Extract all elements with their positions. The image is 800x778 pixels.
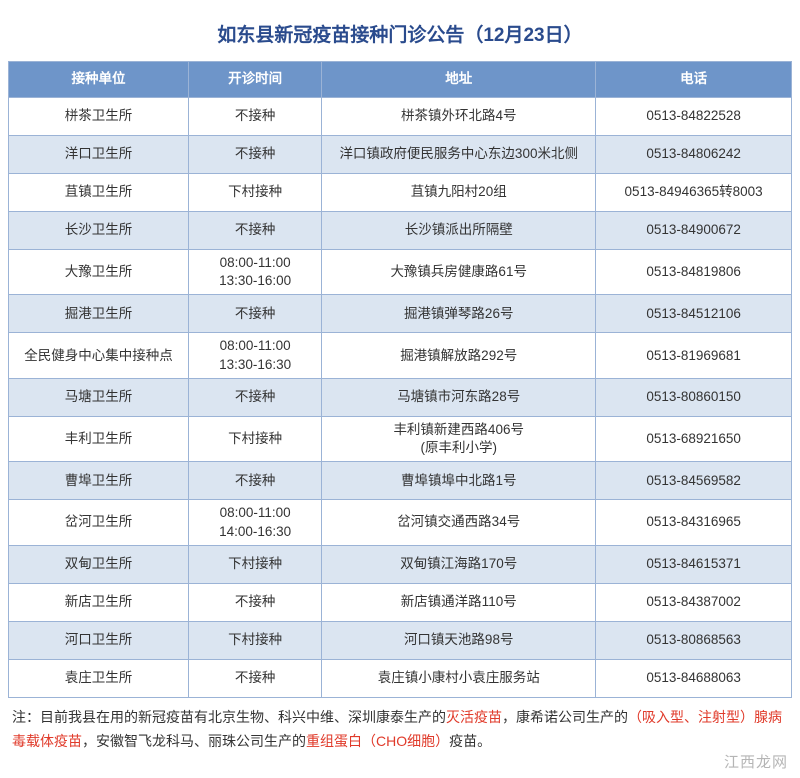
note-text: 注：目前我县在用的新冠疫苗有北京生物、科兴中维、深圳康泰生产的 xyxy=(12,709,446,725)
cell-addr: 岔河镇交通西路34号 xyxy=(322,500,596,545)
column-header-2: 地址 xyxy=(322,62,596,98)
cell-unit: 曹埠卫生所 xyxy=(9,462,189,500)
table-row: 栟茶卫生所不接种栟茶镇外环北路4号0513-84822528 xyxy=(9,98,792,136)
cell-tel: 0513-68921650 xyxy=(596,416,792,461)
table-row: 河口卫生所下村接种河口镇天池路98号0513-80868563 xyxy=(9,621,792,659)
cell-tel: 0513-84819806 xyxy=(596,250,792,295)
table-header-row: 接种单位开诊时间地址电话 xyxy=(9,62,792,98)
cell-addr: 双甸镇江海路170号 xyxy=(322,545,596,583)
cell-unit: 全民健身中心集中接种点 xyxy=(9,333,189,378)
cell-unit: 马塘卫生所 xyxy=(9,378,189,416)
cell-unit: 丰利卫生所 xyxy=(9,416,189,461)
note-text: ，康希诺公司生产的 xyxy=(502,709,628,725)
table-row: 掘港卫生所不接种掘港镇弹琴路26号0513-84512106 xyxy=(9,295,792,333)
column-header-0: 接种单位 xyxy=(9,62,189,98)
cell-tel: 0513-84569582 xyxy=(596,462,792,500)
table-row: 苴镇卫生所下村接种苴镇九阳村20组0513-84946365转8003 xyxy=(9,174,792,212)
table-row: 岔河卫生所08:00-11:0014:00-16:30岔河镇交通西路34号051… xyxy=(9,500,792,545)
cell-tel: 0513-84822528 xyxy=(596,98,792,136)
cell-addr: 栟茶镇外环北路4号 xyxy=(322,98,596,136)
cell-time: 不接种 xyxy=(189,98,322,136)
note-text: 疫苗。 xyxy=(449,733,491,749)
cell-addr: 大豫镇兵房健康路61号 xyxy=(322,250,596,295)
table-row: 丰利卫生所下村接种丰利镇新建西路406号(原丰利小学)0513-68921650 xyxy=(9,416,792,461)
cell-addr: 河口镇天池路98号 xyxy=(322,621,596,659)
cell-addr: 马塘镇市河东路28号 xyxy=(322,378,596,416)
cell-tel: 0513-81969681 xyxy=(596,333,792,378)
cell-tel: 0513-84688063 xyxy=(596,659,792,697)
note-red-3: 重组蛋白（CHO细胞） xyxy=(306,733,449,749)
cell-time: 不接种 xyxy=(189,378,322,416)
cell-addr: 掘港镇解放路292号 xyxy=(322,333,596,378)
vaccine-clinic-table: 接种单位开诊时间地址电话 栟茶卫生所不接种栟茶镇外环北路4号0513-84822… xyxy=(8,61,792,698)
cell-tel: 0513-84615371 xyxy=(596,545,792,583)
cell-unit: 新店卫生所 xyxy=(9,583,189,621)
table-row: 双甸卫生所下村接种双甸镇江海路170号0513-84615371 xyxy=(9,545,792,583)
cell-time: 下村接种 xyxy=(189,416,322,461)
cell-tel: 0513-84946365转8003 xyxy=(596,174,792,212)
cell-time: 不接种 xyxy=(189,659,322,697)
note-red-1: 灭活疫苗 xyxy=(446,709,502,725)
table-row: 曹埠卫生所不接种曹埠镇埠中北路1号0513-84569582 xyxy=(9,462,792,500)
cell-addr: 曹埠镇埠中北路1号 xyxy=(322,462,596,500)
table-row: 洋口卫生所不接种洋口镇政府便民服务中心东边300米北侧0513-84806242 xyxy=(9,136,792,174)
cell-tel: 0513-80868563 xyxy=(596,621,792,659)
column-header-3: 电话 xyxy=(596,62,792,98)
cell-time: 不接种 xyxy=(189,462,322,500)
cell-time: 08:00-11:0013:30-16:30 xyxy=(189,333,322,378)
cell-addr: 掘港镇弹琴路26号 xyxy=(322,295,596,333)
table-row: 新店卫生所不接种新店镇通洋路110号0513-84387002 xyxy=(9,583,792,621)
cell-time: 08:00-11:0013:30-16:00 xyxy=(189,250,322,295)
cell-tel: 0513-84387002 xyxy=(596,583,792,621)
column-header-1: 开诊时间 xyxy=(189,62,322,98)
cell-addr: 洋口镇政府便民服务中心东边300米北侧 xyxy=(322,136,596,174)
cell-time: 下村接种 xyxy=(189,545,322,583)
cell-unit: 栟茶卫生所 xyxy=(9,98,189,136)
cell-unit: 掘港卫生所 xyxy=(9,295,189,333)
cell-unit: 大豫卫生所 xyxy=(9,250,189,295)
cell-addr: 长沙镇派出所隔壁 xyxy=(322,212,596,250)
cell-tel: 0513-84512106 xyxy=(596,295,792,333)
cell-time: 不接种 xyxy=(189,295,322,333)
table-row: 大豫卫生所08:00-11:0013:30-16:00大豫镇兵房健康路61号05… xyxy=(9,250,792,295)
cell-unit: 袁庄卫生所 xyxy=(9,659,189,697)
note-text: ，安徽智飞龙科马、丽珠公司生产的 xyxy=(82,733,306,749)
table-row: 长沙卫生所不接种长沙镇派出所隔壁0513-84900672 xyxy=(9,212,792,250)
cell-time: 不接种 xyxy=(189,212,322,250)
cell-time: 不接种 xyxy=(189,583,322,621)
table-row: 全民健身中心集中接种点08:00-11:0013:30-16:30掘港镇解放路2… xyxy=(9,333,792,378)
cell-time: 下村接种 xyxy=(189,174,322,212)
cell-addr: 袁庄镇小康村小袁庄服务站 xyxy=(322,659,596,697)
table-row: 袁庄卫生所不接种袁庄镇小康村小袁庄服务站0513-84688063 xyxy=(9,659,792,697)
cell-tel: 0513-84806242 xyxy=(596,136,792,174)
cell-tel: 0513-84900672 xyxy=(596,212,792,250)
cell-unit: 双甸卫生所 xyxy=(9,545,189,583)
cell-unit: 河口卫生所 xyxy=(9,621,189,659)
table-row: 马塘卫生所不接种马塘镇市河东路28号0513-80860150 xyxy=(9,378,792,416)
cell-unit: 洋口卫生所 xyxy=(9,136,189,174)
cell-time: 下村接种 xyxy=(189,621,322,659)
footnote: 注：目前我县在用的新冠疫苗有北京生物、科兴中维、深圳康泰生产的灭活疫苗，康希诺公… xyxy=(8,698,792,754)
cell-addr: 苴镇九阳村20组 xyxy=(322,174,596,212)
page-title: 如东县新冠疫苗接种门诊公告（12月23日） xyxy=(8,10,792,61)
cell-time: 08:00-11:0014:00-16:30 xyxy=(189,500,322,545)
cell-addr: 新店镇通洋路110号 xyxy=(322,583,596,621)
cell-addr: 丰利镇新建西路406号(原丰利小学) xyxy=(322,416,596,461)
watermark: 江西龙网 xyxy=(724,751,788,772)
cell-unit: 长沙卫生所 xyxy=(9,212,189,250)
cell-unit: 苴镇卫生所 xyxy=(9,174,189,212)
cell-tel: 0513-80860150 xyxy=(596,378,792,416)
cell-time: 不接种 xyxy=(189,136,322,174)
cell-unit: 岔河卫生所 xyxy=(9,500,189,545)
cell-tel: 0513-84316965 xyxy=(596,500,792,545)
